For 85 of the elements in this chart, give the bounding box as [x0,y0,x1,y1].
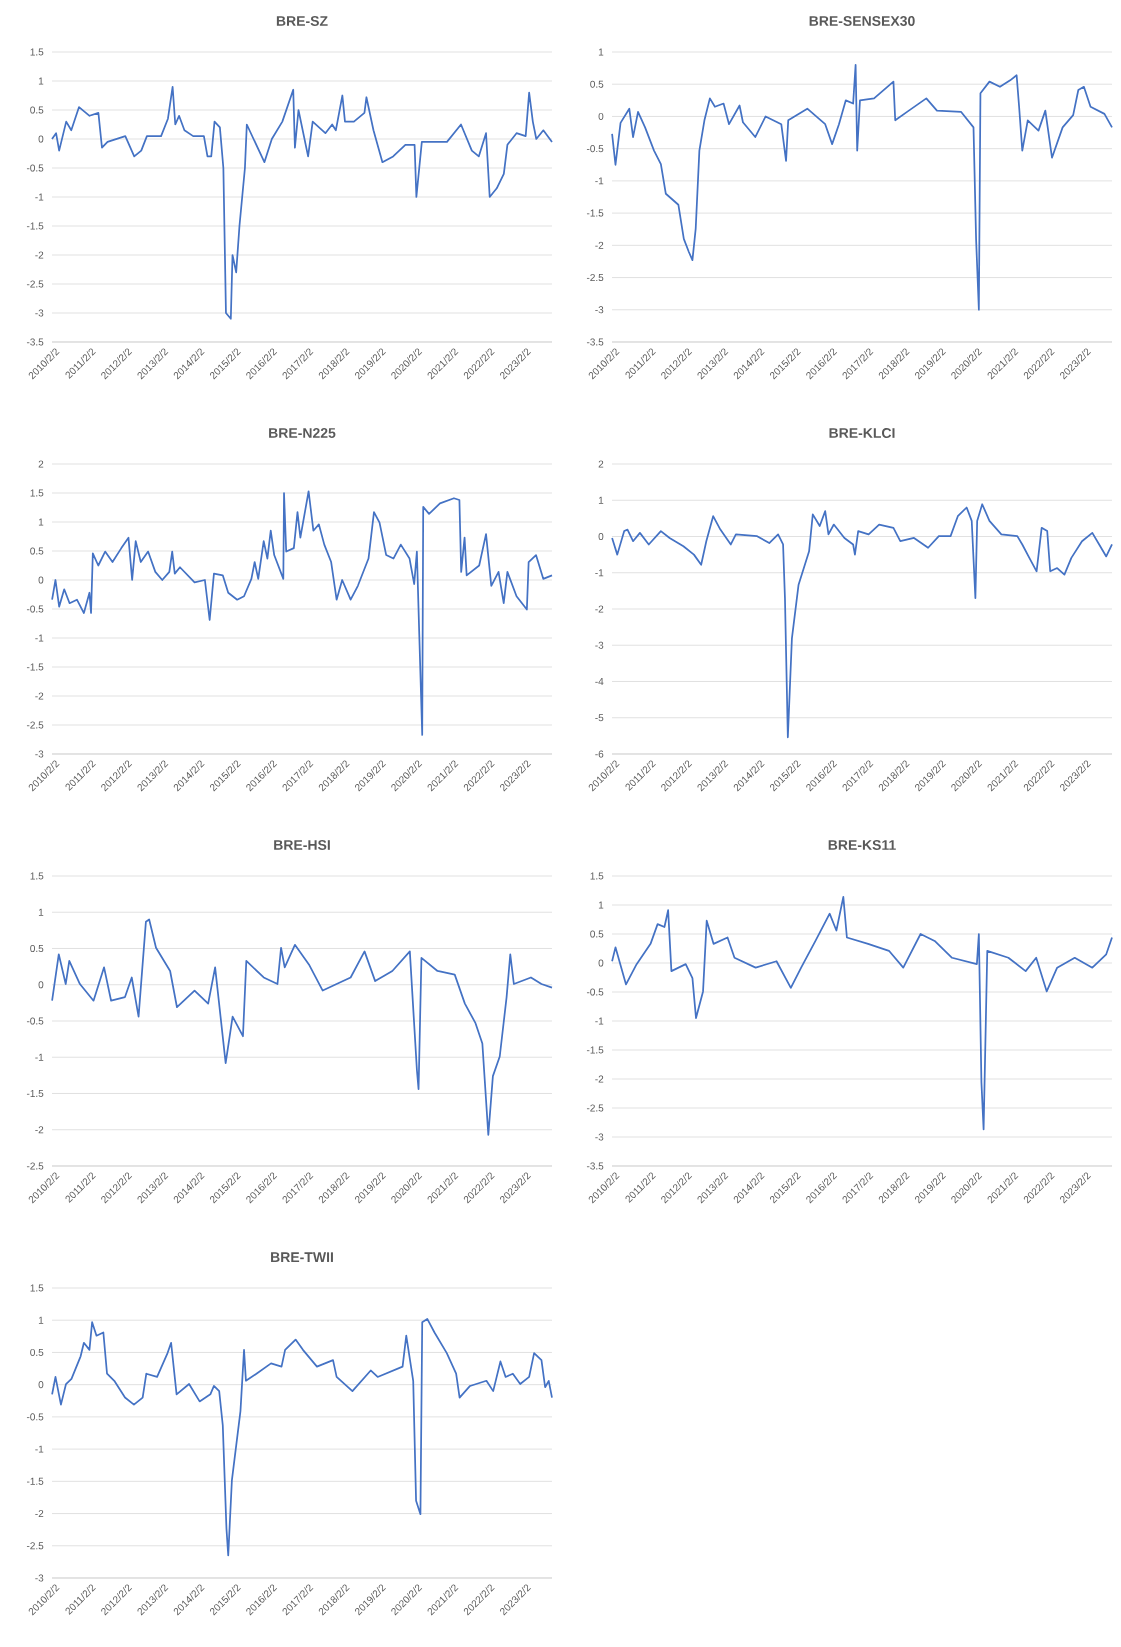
y-tick-label: -0.5 [26,164,44,172]
chart-title: BRE-SENSEX30 [809,16,915,26]
y-tick-label: 0.5 [30,547,44,555]
y-tick-label: -1.5 [26,663,44,671]
line-series [611,896,1113,1131]
y-tick-label: 2 [38,460,44,468]
y-tick-label: -1 [35,634,44,642]
y-tick-label: 1 [38,77,44,85]
y-tick-label: 0 [598,112,604,120]
y-tick-label: -0.5 [26,1017,44,1025]
y-tick-label: -1 [35,193,44,201]
y-tick-label: -2 [35,1510,44,1518]
y-tick-label: -3.5 [586,338,604,346]
y-tick-label: 1 [38,1316,44,1324]
y-tick-label: -0.5 [26,605,44,613]
y-tick-label: 1 [598,901,604,909]
y-tick-label: 1.5 [30,872,44,880]
y-tick-label: 1.5 [30,1284,44,1292]
y-tick-label: -2.5 [26,1542,44,1550]
y-tick-label: 0 [38,1381,44,1389]
y-tick-label: 0 [598,959,604,967]
y-tick-label: 1 [598,496,604,504]
y-tick-label: -2 [595,605,604,613]
y-tick-label: 0.5 [30,1348,44,1356]
y-tick-label: -2 [595,241,604,249]
y-tick-label: -1.5 [586,209,604,217]
y-tick-label: 0 [38,135,44,143]
y-tick-label: -1 [595,177,604,185]
chart-title: BRE-KS11 [828,840,896,850]
line-series [51,1318,553,1557]
y-tick-label: -4 [595,678,604,685]
line-series [611,503,1113,739]
y-tick-label: -3 [35,309,44,317]
y-tick-label: -3 [35,1574,44,1582]
y-tick-label: -2.5 [26,721,44,729]
line-series [611,64,1113,311]
chart-title: BRE-KLCI [829,428,895,438]
y-tick-label: -0.5 [26,1413,44,1421]
y-tick-label: 0.5 [30,106,44,114]
y-tick-label: 0.5 [30,944,44,953]
y-tick-label: -6 [595,750,604,758]
y-tick-label: 0.5 [590,930,604,938]
y-tick-label: 0.5 [590,80,604,88]
y-tick-label: -2 [35,1126,44,1134]
y-tick-label: -2 [35,692,44,700]
y-tick-label: -1 [595,1017,604,1025]
y-tick-label: -1.5 [26,222,44,230]
y-tick-label: -0.5 [586,145,604,153]
y-tick-label: -2 [35,251,44,259]
line-series [51,490,553,736]
y-tick-label: -3.5 [26,338,44,346]
y-tick-label: 1 [598,48,604,56]
y-tick-label: 1.5 [30,48,44,56]
y-tick-label: -2.5 [26,1162,44,1170]
y-tick-label: 1.5 [30,489,44,497]
y-tick-label: -2.5 [26,280,44,288]
y-tick-label: -1.5 [26,1090,44,1097]
chart-title: BRE-HSI [274,840,330,850]
y-tick-label: 1 [38,518,44,526]
y-tick-label: -1 [595,569,604,577]
y-tick-label: -3 [595,306,604,314]
y-tick-label: -3 [595,641,604,649]
y-tick-label: -1.5 [26,1477,44,1485]
y-tick-label: -3 [595,1133,604,1141]
y-tick-label: -1.5 [586,1046,604,1054]
y-tick-label: -0.5 [586,988,604,996]
y-tick-label: -3 [35,750,44,758]
y-tick-label: -2.5 [586,1104,604,1112]
chart-title: BRE-N225 [269,428,336,438]
y-tick-label: 0 [38,576,44,584]
y-tick-label: 0 [38,981,44,989]
chart-title: BRE-SZ [276,16,328,26]
y-tick-label: -2.5 [586,274,604,282]
y-tick-label: -1 [35,1053,44,1061]
line-series [51,918,553,1136]
y-tick-label: -2 [595,1075,604,1083]
line-series [51,85,553,320]
y-tick-label: -5 [595,714,604,722]
y-tick-label: 2 [598,460,604,468]
chart-title: BRE-TWII [271,1252,333,1262]
y-tick-label: 1 [38,908,44,916]
y-tick-label: -3.5 [586,1162,604,1170]
y-tick-label: -1 [35,1445,44,1453]
y-tick-label: 0 [598,532,604,541]
y-tick-label: 1.5 [590,872,604,880]
